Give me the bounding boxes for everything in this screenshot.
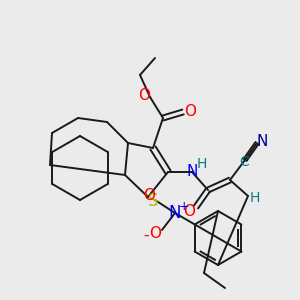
Text: H: H — [250, 191, 260, 205]
Text: N: N — [186, 164, 198, 178]
Text: N: N — [256, 134, 268, 148]
Text: O: O — [149, 226, 161, 242]
Text: C: C — [239, 155, 249, 169]
Text: H: H — [197, 157, 207, 171]
Text: -: - — [143, 227, 149, 242]
Text: O: O — [138, 88, 150, 103]
Text: N: N — [169, 204, 181, 222]
Text: O: O — [184, 104, 196, 119]
Text: S: S — [148, 192, 158, 210]
Text: O: O — [143, 188, 155, 203]
Text: +: + — [179, 200, 189, 212]
Text: O: O — [183, 205, 195, 220]
